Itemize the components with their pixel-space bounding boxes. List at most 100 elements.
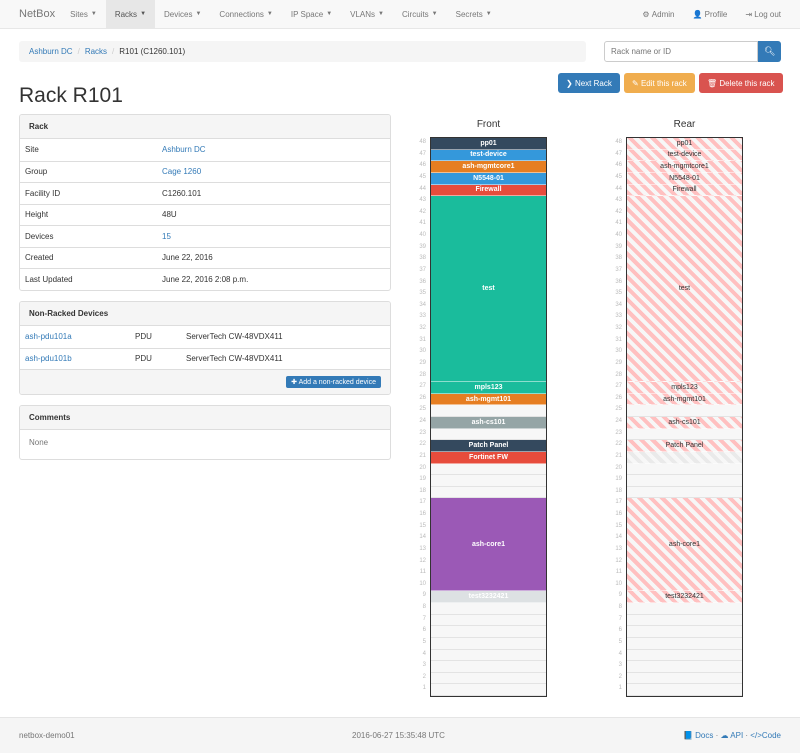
device-link[interactable]: ash-pdu101b (25, 354, 72, 364)
rack-device[interactable]: ash-cs101 (431, 417, 546, 429)
rack-device[interactable]: ash-mgmt101 (431, 393, 546, 406)
rack-device[interactable]: Patch Panel (627, 440, 742, 452)
rack-device[interactable]: pp01 (431, 138, 546, 150)
empty-unit-slot[interactable] (431, 626, 546, 638)
rack-device[interactable]: Firewall (627, 184, 742, 197)
breadcrumb-site[interactable]: Ashburn DC (29, 47, 73, 56)
search-button[interactable]: 🔍︎ (758, 41, 781, 62)
rack-device[interactable]: ash-core1 (627, 498, 742, 592)
rack-device[interactable]: ash-mgmt101 (627, 393, 742, 406)
nav-logout[interactable]: ⇥ Log out (736, 0, 790, 29)
empty-unit-slot[interactable] (627, 615, 742, 627)
empty-unit-slot[interactable] (431, 405, 546, 417)
nav-secrets[interactable]: Secrets ▼ (447, 0, 501, 29)
rack-device[interactable]: test (627, 196, 742, 383)
empty-unit-slot[interactable] (431, 638, 546, 650)
row-value[interactable]: Ashburn DC (162, 145, 206, 155)
nav-circuits[interactable]: Circuits ▼ (393, 0, 447, 29)
rack-device[interactable]: test-device (431, 149, 546, 162)
empty-unit-slot[interactable] (627, 429, 742, 441)
nav-label: IP Space (290, 9, 324, 19)
breadcrumb-racks[interactable]: Racks (84, 47, 108, 56)
nav-sites[interactable]: Sites ▼ (61, 0, 106, 29)
unit-number: 23 (615, 429, 622, 436)
delete-rack-button[interactable]: 🗑 Delete this rack (699, 73, 783, 93)
rack-device[interactable]: test (431, 196, 546, 383)
unit-number: 29 (615, 359, 622, 366)
rack-device[interactable]: ash-mgmtcore1 (431, 161, 546, 173)
add-label: Add a non-racked device (298, 379, 376, 386)
nav-label: Circuits (402, 9, 429, 19)
row-value[interactable]: 15 (162, 231, 171, 241)
empty-unit-slot[interactable] (431, 475, 546, 487)
empty-unit-slot[interactable] (431, 603, 546, 615)
empty-unit-slot[interactable] (627, 487, 742, 499)
empty-unit-slot[interactable] (431, 464, 546, 476)
search-input[interactable] (604, 41, 758, 62)
rack-device[interactable]: test3232421 (627, 591, 742, 603)
nav-admin[interactable]: ⚙ Admin (633, 0, 683, 29)
rack-device[interactable]: Fortinet FW (431, 451, 546, 464)
unit-number: 31 (419, 336, 426, 343)
unit-number: 16 (419, 511, 426, 517)
rack-device[interactable]: ash-core1 (431, 498, 546, 592)
empty-unit-slot[interactable] (431, 650, 546, 662)
empty-unit-slot[interactable] (627, 684, 742, 696)
nav-vlans[interactable]: VLANs ▼ (341, 0, 393, 29)
rack-device[interactable]: mpls123 (431, 382, 546, 394)
caret-down-icon: ▼ (485, 11, 492, 17)
rack-device[interactable]: test3232421 (431, 591, 546, 603)
rack-device[interactable]: ash-mgmtcore1 (627, 161, 742, 173)
empty-unit-slot[interactable] (627, 638, 742, 650)
docs-link[interactable]: 📘 Docs (683, 731, 713, 740)
unit-number: 1 (618, 685, 622, 692)
occupied-unit[interactable] (627, 451, 742, 464)
brand-logo[interactable]: NetBox (19, 8, 56, 20)
nav-devices[interactable]: Devices ▼ (155, 0, 210, 29)
empty-unit-slot[interactable] (627, 603, 742, 615)
rack-device[interactable]: test-device (627, 149, 742, 162)
empty-unit-slot[interactable] (627, 650, 742, 662)
unit-number: 43 (419, 197, 426, 204)
rack-device[interactable]: pp01 (627, 138, 742, 150)
footer-hostname: netbox-demo01 (19, 731, 75, 740)
rack-device[interactable]: ash-cs101 (627, 417, 742, 429)
rack-device[interactable]: N5548-01 (627, 172, 742, 185)
device-link[interactable]: ash-pdu101a (25, 332, 72, 342)
empty-unit-slot[interactable] (431, 615, 546, 627)
empty-unit-slot[interactable] (627, 405, 742, 417)
rack-device[interactable]: Patch Panel (431, 440, 546, 452)
code-link[interactable]: </>Code (750, 731, 781, 740)
unit-number: 28 (419, 371, 426, 378)
nav-racks[interactable]: Racks ▼ (105, 0, 156, 29)
unit-number: 48 (615, 139, 622, 145)
nav-connections[interactable]: Connections ▼ (210, 0, 281, 29)
rack-device[interactable]: Firewall (431, 184, 546, 197)
empty-unit-slot[interactable] (431, 684, 546, 696)
empty-unit-slot[interactable] (431, 429, 546, 441)
nav-profile[interactable]: 👤 Profile (683, 0, 736, 29)
unit-number: 3 (618, 662, 622, 669)
empty-unit-slot[interactable] (431, 661, 546, 673)
device-type: ServerTech CW-48VDX411 (186, 354, 283, 364)
empty-unit-slot[interactable] (627, 661, 742, 673)
rack-device[interactable]: mpls123 (627, 382, 742, 394)
empty-unit-slot[interactable] (431, 487, 546, 499)
next-rack-button[interactable]: ❯ Next Rack (558, 73, 620, 93)
unit-number: 37 (419, 266, 426, 273)
empty-unit-slot[interactable] (627, 475, 742, 487)
rear-label: Rear (673, 119, 696, 130)
empty-unit-slot[interactable] (627, 626, 742, 638)
delete-rack-label: Delete this rack (719, 78, 775, 88)
rack-device[interactable]: N5548-01 (431, 172, 546, 185)
api-link[interactable]: ☁ API (721, 731, 744, 740)
add-non-racked-device-button[interactable]: ✚ Add a non-racked device (286, 376, 381, 388)
edit-rack-button[interactable]: ✎ Edit this rack (624, 73, 695, 93)
empty-unit-slot[interactable] (627, 673, 742, 685)
device-role: PDU (135, 354, 152, 364)
empty-unit-slot[interactable] (431, 673, 546, 685)
nav-ip-space[interactable]: IP Space ▼ (282, 0, 341, 29)
row-value[interactable]: Cage 1260 (162, 167, 202, 177)
table-row: Created June 22, 2016 (20, 246, 390, 269)
empty-unit-slot[interactable] (627, 464, 742, 476)
